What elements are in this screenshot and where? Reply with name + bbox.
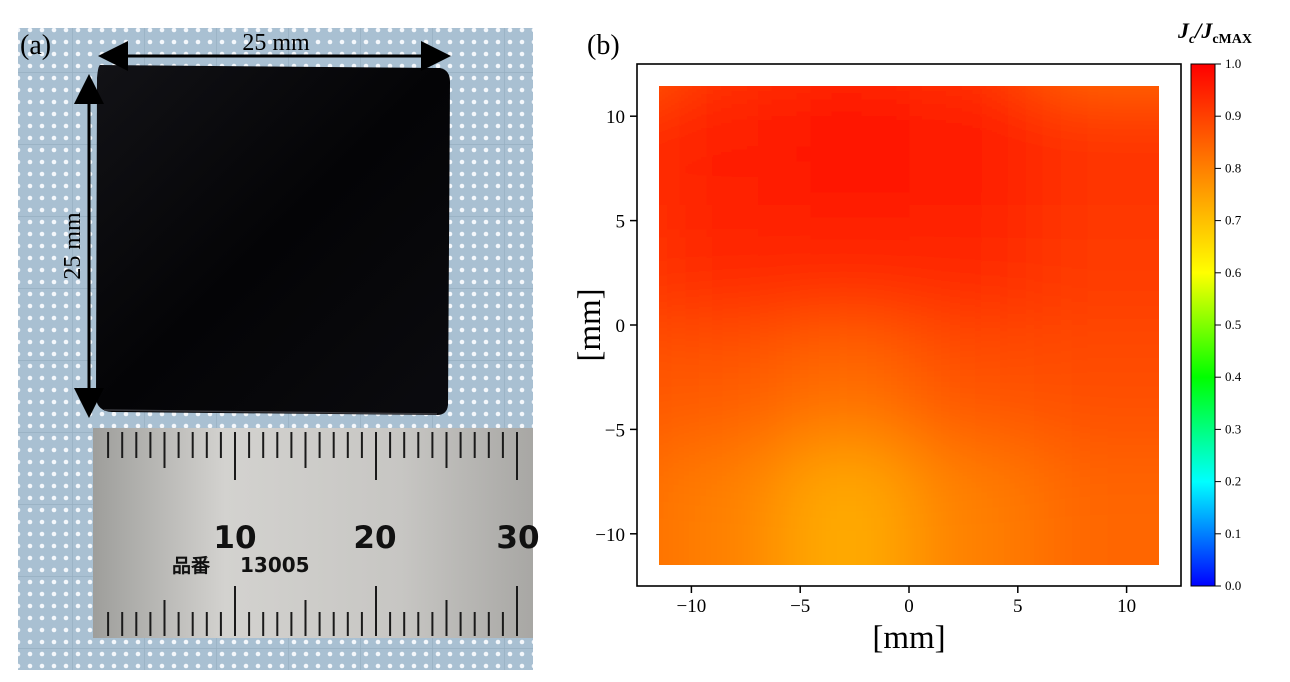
y-tick-label: 0 bbox=[616, 316, 626, 337]
width-label: 25 mm bbox=[242, 30, 310, 56]
y-tick-label: 5 bbox=[616, 212, 626, 233]
colorbar-title-sub2: cMAX bbox=[1212, 32, 1252, 47]
y-tick-label: −5 bbox=[605, 420, 625, 441]
colorbar: 0.0 0.1 0.2 0.3 0.4 0.5 0.6 0.7 0.8 0.9 1.0 Jc/JcM… bbox=[1177, 18, 1252, 593]
ruler: 10 20 30 品番 13005 bbox=[93, 428, 540, 638]
heatmap-cells bbox=[659, 86, 1159, 565]
heatmap-cell bbox=[1034, 445, 1159, 565]
ruler-number-30: 30 bbox=[496, 520, 539, 556]
panel-b-label: (b) bbox=[587, 30, 620, 61]
ruler-body bbox=[93, 428, 533, 638]
x-tick-label: −5 bbox=[790, 596, 810, 617]
panel-b-heatmap: (b) −10 −5 0 5 10 −10 −5 0 5 10 [mm] [mm] 0.0 0.1… bbox=[572, 18, 1252, 656]
panel-a-label: (a) bbox=[20, 30, 51, 61]
height-label: 25 mm bbox=[60, 212, 86, 280]
colorbar-tick-label: 0.9 bbox=[1225, 108, 1241, 123]
ruler-product-number: 13005 bbox=[240, 553, 310, 577]
sample-square bbox=[96, 65, 450, 415]
x-tick-label: 10 bbox=[1117, 596, 1136, 617]
colorbar-gradient bbox=[1190, 63, 1216, 587]
x-tick-label: −10 bbox=[677, 596, 707, 617]
y-tick-label: 10 bbox=[606, 107, 625, 128]
colorbar-tick-label: 0.3 bbox=[1225, 421, 1241, 436]
colorbar-title-mid: /J bbox=[1193, 18, 1213, 43]
colorbar-tick-label: 0.8 bbox=[1225, 160, 1241, 175]
x-axis: −10 −5 0 5 10 bbox=[677, 586, 1136, 617]
x-tick-label: 0 bbox=[904, 596, 914, 617]
colorbar-tick-label: 0.0 bbox=[1225, 578, 1241, 593]
colorbar-tick-label: 0.6 bbox=[1225, 265, 1242, 280]
y-axis: −10 −5 0 5 10 bbox=[595, 107, 637, 546]
heatmap-area bbox=[659, 86, 1159, 565]
colorbar-title-main: J bbox=[1177, 18, 1190, 43]
ruler-ticks-top bbox=[107, 432, 518, 480]
colorbar-tick-label: 1.0 bbox=[1225, 56, 1241, 71]
sample-edge bbox=[103, 409, 438, 415]
colorbar-title: Jc/JcMAX bbox=[1177, 18, 1252, 47]
colorbar-tick-label: 0.4 bbox=[1225, 369, 1242, 384]
y-axis-label: [mm] bbox=[572, 288, 608, 361]
ruler-number-10: 10 bbox=[213, 520, 256, 556]
x-axis-label: [mm] bbox=[872, 620, 945, 656]
ruler-product-label: 品番 bbox=[172, 555, 211, 577]
colorbar-tick-label: 0.2 bbox=[1225, 474, 1241, 489]
colorbar-tick-label: 0.5 bbox=[1225, 317, 1241, 332]
colorbar-tick-label: 0.1 bbox=[1225, 526, 1241, 541]
panel-a-photo: 10 20 30 品番 13005 25 mm 25 mm (a) bbox=[18, 28, 540, 670]
colorbar-title-sub1: c bbox=[1189, 32, 1196, 47]
ruler-ticks-bottom bbox=[107, 586, 518, 636]
ruler-number-20: 20 bbox=[353, 520, 396, 556]
colorbar-ticks: 0.0 0.1 0.2 0.3 0.4 0.5 0.6 0.7 0.8 0.9 1.0 bbox=[1215, 56, 1242, 593]
colorbar-tick-label: 0.7 bbox=[1225, 213, 1242, 228]
x-tick-label: 5 bbox=[1013, 596, 1023, 617]
y-tick-label: −10 bbox=[595, 525, 625, 546]
